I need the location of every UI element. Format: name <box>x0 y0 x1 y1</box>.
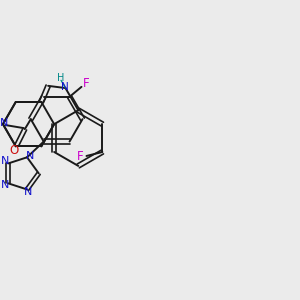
Text: O: O <box>9 145 19 158</box>
Text: N: N <box>61 82 68 92</box>
Text: N: N <box>24 188 32 197</box>
Text: N: N <box>0 118 8 128</box>
Text: F: F <box>83 77 90 90</box>
Text: H: H <box>57 73 65 83</box>
Text: N: N <box>1 157 9 166</box>
Text: N: N <box>1 180 9 190</box>
Text: N: N <box>26 151 34 161</box>
Text: F: F <box>77 151 84 164</box>
